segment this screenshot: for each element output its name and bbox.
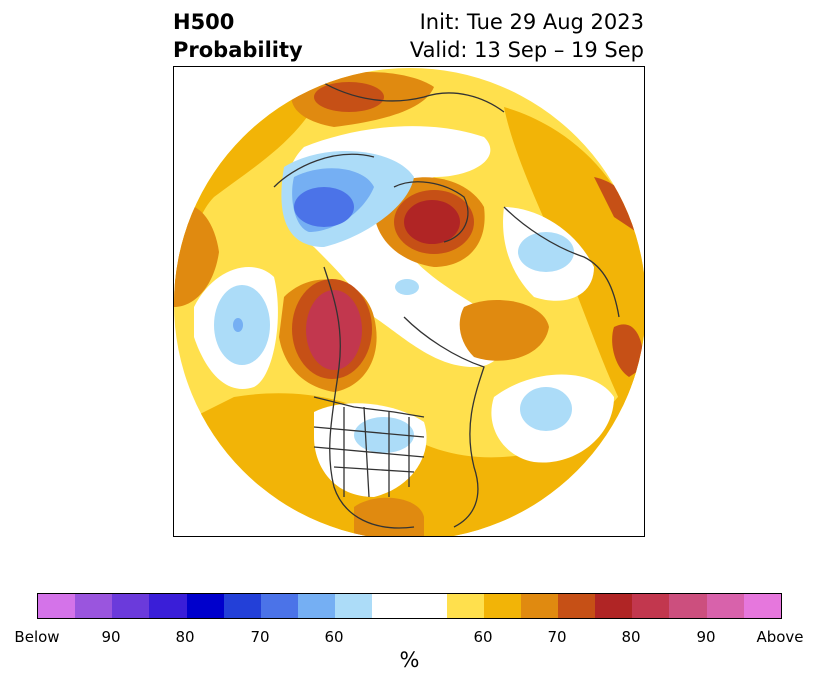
colorbar-segment [260,594,298,618]
title-variable: H500 [173,10,235,34]
colorbar-segment [223,594,261,618]
region-above-east-edge [612,324,644,377]
colorbar-tick-label: 60 [324,628,344,646]
region-above-hudson-bay [459,299,549,361]
colorbar-segment [632,594,670,618]
colorbar-segment [335,594,373,618]
map-panel [173,66,645,537]
colorbar-segment [112,594,150,618]
colorbar-unit-label: % [399,648,420,672]
colorbar-segment [706,594,744,618]
colorbar-segment [186,594,224,618]
colorbar-segment [446,594,484,618]
colorbar-segment [595,594,633,618]
colorbar-tick-label: Below [14,628,60,646]
region-below-western-russia [518,232,574,272]
colorbar-tick-label: 80 [621,628,641,646]
region-above-gulf [354,497,424,536]
colorbar-tick-label: 70 [547,628,567,646]
region-below-arctic-ocean [395,279,419,295]
colorbar-segment [38,594,76,618]
colorbar-segment [743,594,781,618]
colorbar-tick-label: 90 [101,628,121,646]
polar-map [174,68,644,536]
colorbar-tick-label: Above [756,628,804,646]
colorbar-segment [75,594,113,618]
colorbar-tick-label: 80 [175,628,195,646]
region-below-north-pacific-core [233,318,243,332]
colorbar-tick-label: 60 [473,628,493,646]
region-below-north-atlantic [520,387,572,431]
region-below-us-plains [354,417,414,453]
region-above-alaska-core [306,290,362,370]
region-below-siberia-core [294,187,354,227]
colorbar-segment [372,594,447,618]
region-above-outer-west [174,87,324,287]
coastlines [273,76,640,529]
colorbar-ticks: Below 90 80 70 60 60 70 80 90 Above [0,628,819,646]
region-above-greenland-core [404,200,460,244]
chart-title-left: H500 Probability [173,8,303,64]
colorbar-segment [149,594,187,618]
colorbar-segment [669,594,707,618]
colorbar [37,593,782,619]
colorbar-segment [520,594,558,618]
chart-title-right: Init: Tue 29 Aug 2023 Valid: 13 Sep – 19… [410,8,644,64]
colorbar-segment [483,594,521,618]
title-valid-range: Valid: 13 Sep – 19 Sep [409,38,644,62]
colorbar-tick-label: 90 [696,628,716,646]
colorbar-tick-label: 70 [250,628,270,646]
title-metric: Probability [173,38,303,62]
colorbar-segment [297,594,336,618]
region-above-scandinavia-core [314,82,384,112]
colorbar-segment [557,594,596,618]
title-init-date: Init: Tue 29 Aug 2023 [419,10,644,34]
